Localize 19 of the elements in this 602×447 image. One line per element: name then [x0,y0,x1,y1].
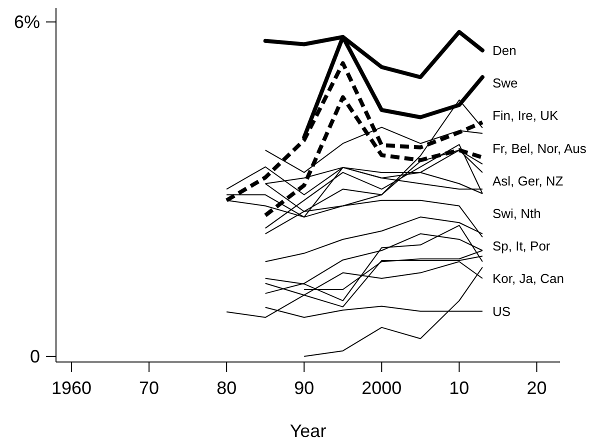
y-tick-label: 0 [30,346,40,367]
x-tick-label: 20 [526,378,547,398]
x-tick-label: 70 [139,378,160,398]
x-tick-label: 10 [449,378,470,398]
y-tick-label: 6% [14,12,40,32]
x-axis-title: Year [290,421,326,441]
x-tick-label: 2000 [362,378,402,398]
annotation: Fin, Ire, UK [492,108,559,124]
annotation: US [492,304,511,319]
annotation: Den [492,42,516,58]
annotation: Swi, Nth [492,206,541,221]
annotation: Swe [492,76,518,91]
annotation: Fr, Bel, Nor, Aus [492,140,587,156]
x-tick-label: 1960 [51,378,92,398]
annotation: Sp, It, Por [492,238,551,254]
x-tick-label: 80 [216,378,237,398]
x-tick-label: 90 [294,378,314,398]
annotation: Kor, Ja, Can [492,271,564,286]
annotation: Asl, Ger, NZ [492,173,564,188]
